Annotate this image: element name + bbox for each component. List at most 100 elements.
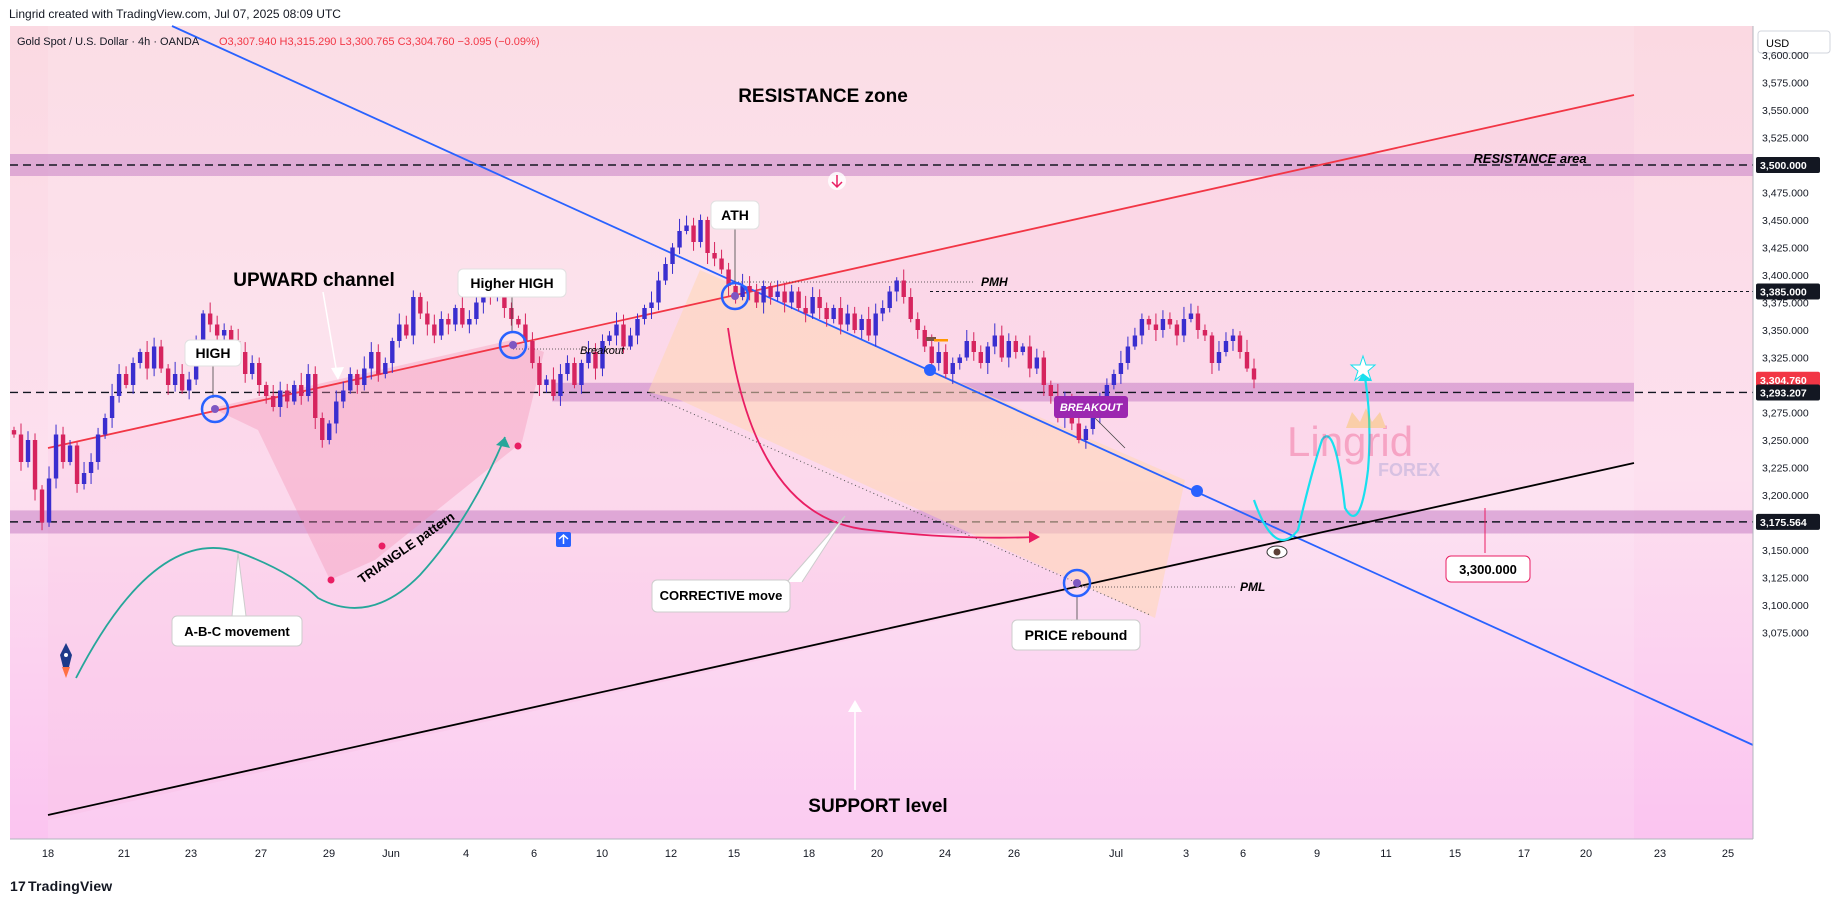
- abc-callout: A-B-C movement: [171, 552, 303, 647]
- candle-body: [1013, 341, 1019, 352]
- candle-body: [803, 308, 808, 314]
- svg-text:CORRECTIVE move: CORRECTIVE move: [660, 588, 783, 603]
- svg-text:3,300.000: 3,300.000: [1459, 562, 1517, 577]
- tradingview-logo[interactable]: 17 TradingView: [10, 878, 113, 894]
- candle-body: [964, 341, 969, 358]
- candle-body: [999, 335, 1004, 358]
- candle-body: [1251, 368, 1257, 380]
- candle-body: [1020, 346, 1026, 352]
- date-tick: Jun: [382, 848, 400, 860]
- candle-body: [207, 313, 213, 325]
- candle-body: [775, 291, 780, 297]
- candle-body: [873, 313, 878, 336]
- candle-body: [586, 352, 591, 363]
- price-tick: 3,100.000: [1762, 600, 1809, 612]
- price-label-text: 3,175.564: [1760, 517, 1807, 529]
- ath-callout: ATH: [710, 200, 760, 230]
- descending-trendline: [171, 25, 1754, 746]
- candle-body: [1118, 363, 1124, 374]
- candle-body: [572, 363, 577, 385]
- candle-body: [656, 280, 661, 303]
- candle-body: [712, 253, 717, 259]
- candle-body: [67, 445, 73, 462]
- candle-body: [200, 313, 206, 341]
- candle-body: [719, 258, 724, 270]
- candle-body: [1048, 385, 1054, 396]
- price-tick: 3,075.000: [1762, 628, 1809, 640]
- candle-body: [1027, 346, 1033, 369]
- star-icon: [1349, 354, 1377, 382]
- candle-body: [740, 286, 745, 297]
- ath-marker: [720, 281, 750, 311]
- candle-body: [880, 308, 885, 314]
- pml-label: PML: [1240, 580, 1265, 594]
- price-label-text: 3,385.000: [1760, 287, 1807, 299]
- higher-high-callout: Higher HIGH: [457, 268, 567, 298]
- date-tick: 11: [1380, 848, 1391, 860]
- candle-body: [705, 220, 710, 253]
- candle-body: [299, 385, 304, 396]
- target-callout: 3,300.000: [1445, 555, 1531, 583]
- hammer-icon: [926, 337, 948, 342]
- support-arrow-head: [848, 700, 862, 712]
- candle-body: [18, 434, 24, 462]
- price-chart[interactable]: Lingrid FOREX Gold Spot / U.S. Dollar · …: [0, 0, 1835, 872]
- candle-body: [1237, 335, 1243, 352]
- date-tick: 6: [1240, 848, 1246, 860]
- price-tick: 3,550.000: [1762, 105, 1809, 117]
- candle-body: [411, 297, 416, 336]
- candle-body: [838, 308, 843, 325]
- candle-body: [165, 368, 171, 385]
- candle-body: [733, 286, 738, 297]
- price-label-box: [1756, 384, 1820, 401]
- corrective-channel-shade: [648, 270, 1185, 618]
- candle-body: [151, 346, 157, 369]
- candle-body: [852, 313, 857, 330]
- candle-body: [971, 341, 976, 352]
- abc-curve: [75, 436, 506, 679]
- candle-body: [460, 308, 465, 325]
- trendline-touch-1: [924, 364, 936, 376]
- price-tick: 3,400.000: [1762, 270, 1809, 282]
- candle-body: [1195, 313, 1201, 330]
- candle-body: [228, 330, 234, 341]
- candle-body: [635, 319, 640, 336]
- candle-body: [929, 346, 934, 363]
- price-axis[interactable]: [1753, 26, 1835, 839]
- candle-body: [1111, 374, 1117, 385]
- candle-body: [116, 374, 122, 396]
- currency-box[interactable]: [1757, 30, 1831, 54]
- candle-body: [537, 363, 542, 385]
- candle-body: [579, 363, 584, 385]
- arrow-down-icon[interactable]: [828, 172, 846, 190]
- date-tick: 9: [1314, 848, 1320, 860]
- date-tick: 18: [42, 848, 54, 860]
- price-tick: 3,275.000: [1762, 408, 1809, 420]
- candle-body: [242, 352, 248, 374]
- candle-body: [74, 445, 80, 484]
- date-tick: 4: [463, 848, 469, 860]
- candle-body: [782, 291, 787, 303]
- date-tick: 3: [1183, 848, 1189, 860]
- breakout-pointer: [1094, 417, 1126, 449]
- candle-body: [158, 346, 164, 369]
- candle-body: [516, 319, 521, 325]
- candle-body: [614, 324, 619, 336]
- candle-body: [607, 335, 612, 341]
- candle-body: [439, 319, 444, 336]
- svg-text:PRICE rebound: PRICE rebound: [1025, 627, 1128, 643]
- price-tick: 3,225.000: [1762, 463, 1809, 475]
- price-label-box: [1756, 283, 1820, 300]
- price-tick: 3,450.000: [1762, 215, 1809, 227]
- candle-body: [264, 385, 269, 396]
- attribution-text: Lingrid created with TradingView.com, Ju…: [9, 7, 341, 21]
- candle-body: [1041, 357, 1047, 385]
- channel-arrow-head: [331, 367, 344, 380]
- candle-body: [523, 324, 528, 341]
- arrow-up-icon[interactable]: [556, 532, 571, 547]
- time-axis[interactable]: [10, 839, 1753, 872]
- candle-body: [642, 308, 647, 319]
- candle-body: [628, 335, 633, 347]
- price-tick: 3,350.000: [1762, 325, 1809, 337]
- candle-body: [985, 346, 990, 363]
